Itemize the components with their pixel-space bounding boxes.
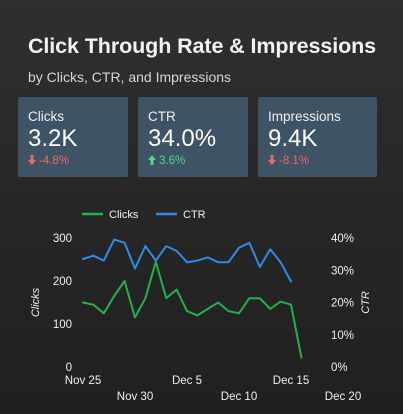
kpi-delta: -8.1% [268, 154, 377, 168]
legend-label-ctr: CTR [183, 209, 206, 221]
kpi-delta: -4.8% [28, 154, 128, 168]
y-tick-label: 0 [66, 362, 72, 374]
arrow-up-icon [148, 155, 156, 165]
x-tick-label: Nov 25 [65, 375, 101, 387]
arrow-down-icon [28, 155, 36, 165]
kpi-value: 9.4K [268, 125, 318, 152]
kpi-label: CTR [148, 109, 176, 124]
kpi-delta-value: -8.1% [279, 155, 310, 167]
kpi-delta-value: -4.8% [39, 155, 70, 167]
series-line-clicks [82, 260, 303, 359]
kpi-card-clicks[interactable]: Clicks 3.2K -4.8% [18, 97, 128, 177]
page-title: Click Through Rate & Impressions [28, 34, 377, 58]
y-tick-label: 100 [53, 319, 72, 331]
arrow-down-icon [268, 155, 276, 165]
y-tick-label: 300 [53, 233, 72, 245]
x-tick-label: Dec 20 [325, 391, 361, 403]
kpi-card-ctr[interactable]: CTR 34.0% 3.6% [138, 97, 248, 177]
y2-tick-label: 0% [331, 362, 348, 374]
x-tick-label: Dec 15 [273, 375, 309, 387]
combo-line-chart: Clicks CTR 0 100 200 300 0% 10% 20% 30% 40% Nov 25 N… [30, 209, 372, 403]
series-line-ctr [82, 238, 292, 283]
x-tick-label: Nov 30 [117, 391, 153, 403]
kpi-card-impressions[interactable]: Impressions 9.4K -8.1% [258, 97, 377, 177]
kpi-delta: 3.6% [148, 154, 248, 168]
kpi-value: 3.2K [28, 125, 78, 152]
legend-label-clicks: Clicks [109, 209, 139, 221]
y2-tick-label: 20% [331, 298, 354, 310]
y-axis-title: Clicks [30, 287, 42, 317]
kpi-delta-value: 3.6% [159, 155, 186, 167]
y2-tick-label: 40% [331, 233, 354, 245]
kpi-label: Clicks [28, 109, 64, 124]
y-tick-label: 200 [53, 276, 72, 288]
kpi-value: 34.0% [148, 125, 217, 152]
kpi-label: Impressions [268, 109, 341, 124]
y2-axis-title: CTR [360, 291, 372, 314]
x-tick-label: Dec 10 [221, 391, 257, 403]
x-tick-label: Dec 5 [172, 375, 202, 387]
y2-tick-label: 10% [331, 330, 354, 342]
page-subtitle: by Clicks, CTR, and Impressions [28, 69, 232, 85]
y2-tick-label: 30% [331, 265, 354, 277]
